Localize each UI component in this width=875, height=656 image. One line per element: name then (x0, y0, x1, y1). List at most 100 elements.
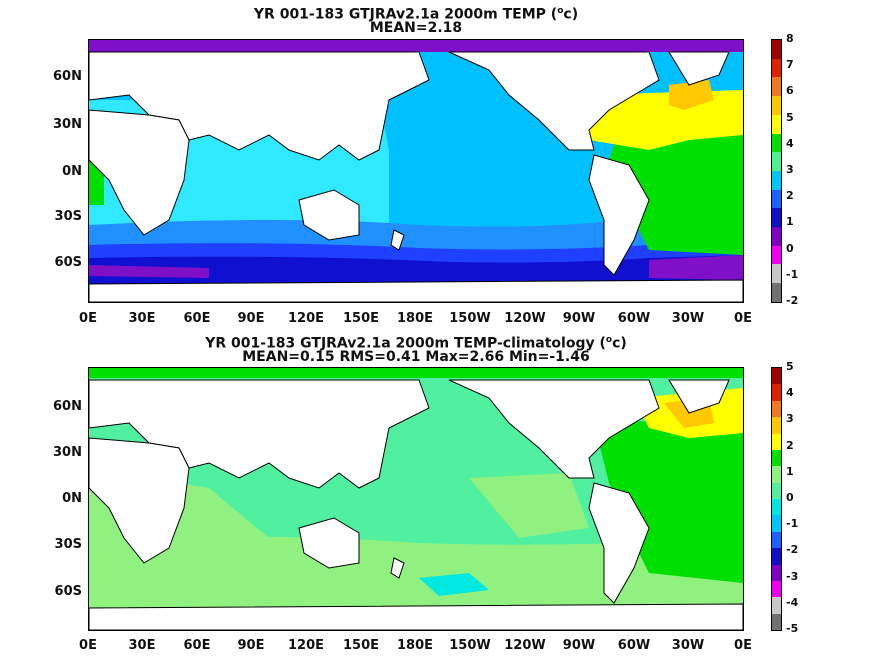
colorbar-swatch (772, 417, 781, 434)
p1-xlabel: 0E (734, 311, 752, 326)
colorbar-label: -1 (786, 267, 799, 281)
panel1-map (88, 39, 744, 303)
panel2-stats: MEAN=0.15 RMS=0.41 Max=2.66 Min=-1.46 (242, 349, 590, 365)
p2-xlabel: 0E (79, 638, 97, 653)
p2-atlantic (594, 418, 743, 583)
p1-arctic-purple (89, 40, 743, 52)
p1-atlantic-orange (669, 80, 714, 110)
p1-ylabel-30n: 30N (53, 117, 82, 132)
panel2-map (88, 367, 744, 631)
p1-land-north-america (448, 51, 660, 151)
colorbar-swatch (772, 77, 781, 97)
p2-xlabel: 150E (342, 638, 380, 653)
colorbar-label: 2 (786, 438, 794, 452)
colorbar-label: -3 (786, 569, 799, 583)
colorbar-label: -2 (786, 294, 799, 307)
p2-light-south (89, 536, 743, 608)
panel2-map-canvas (89, 368, 743, 630)
colorbar-swatch (772, 564, 781, 581)
p2-land-antarctica (89, 603, 743, 630)
p2-xlabel: 60W (617, 638, 651, 653)
colorbar-swatch (772, 40, 781, 59)
p2-ylabel-0n: 0N (62, 491, 82, 506)
p1-xlabel: 180E (396, 311, 434, 326)
colorbar-swatch (772, 368, 781, 385)
colorbar-label: 1 (786, 215, 794, 229)
p1-xlabel: 150E (342, 311, 380, 326)
colorbar-swatch (772, 499, 781, 516)
colorbar-label: 3 (786, 163, 794, 176)
p1-land-greenland (668, 51, 730, 86)
p2-colorbar (771, 367, 782, 631)
p2-land-australia (298, 517, 360, 569)
colorbar-label: -5 (786, 622, 799, 635)
colorbar-label: 0 (786, 491, 794, 504)
p2-xlabel: 30W (671, 638, 705, 653)
colorbar-label: 2 (786, 189, 794, 203)
p2-cyan-patch (419, 573, 489, 596)
colorbar-swatch (772, 433, 781, 450)
p1-xlabel: 90E (237, 311, 265, 326)
panel1-title-tail: c) (563, 6, 579, 23)
colorbar-label: -1 (786, 517, 799, 531)
p1-xlabel: 150W (449, 311, 491, 326)
p2-ylabel-30n: 30N (53, 445, 82, 460)
p2-xlabel: 0E (734, 638, 752, 653)
colorbar-swatch (772, 449, 781, 467)
p2-xlabel: 30E (128, 638, 156, 653)
colorbar-label: 5 (786, 360, 794, 373)
p2-land-africa (89, 437, 190, 564)
p1-xlabel: 120E (287, 311, 325, 326)
colorbar-swatch (772, 283, 781, 302)
colorbar-swatch (772, 384, 781, 401)
p1-ross-purple (89, 265, 209, 278)
p2-land-greenland (668, 379, 730, 414)
colorbar-swatch (772, 245, 781, 265)
p1-land-nz (390, 229, 405, 251)
colorbar-swatch (772, 515, 781, 532)
colorbar-swatch (772, 264, 781, 284)
p1-xlabel: 30W (671, 311, 705, 326)
colorbar-swatch (772, 482, 781, 499)
p2-land-eurasia (89, 379, 430, 489)
colorbar-label: 3 (786, 412, 794, 426)
p2-arctic-green (89, 368, 743, 378)
p1-land-antarctica (89, 279, 743, 302)
p1-ylabel-60n: 60N (53, 69, 82, 84)
p2-xlabel: 150W (449, 638, 491, 653)
p1-land (89, 51, 743, 302)
p2-xlabel: 90E (237, 638, 265, 653)
colorbar-swatch (772, 227, 781, 246)
colorbar-swatch (772, 400, 781, 418)
p2-light-pacific (469, 473, 589, 538)
p2-land (89, 379, 743, 630)
p2-xlabel: 120E (287, 638, 325, 653)
p1-ylabel-30s: 30S (54, 209, 82, 224)
colorbar-swatch (772, 580, 781, 598)
colorbar-label: 0 (786, 241, 794, 255)
panel1-map-canvas (89, 40, 743, 302)
colorbar-swatch (772, 466, 781, 483)
panel2-title: YR 001-183 GTJRAv2.1a 2000m TEMP-climato… (88, 332, 744, 352)
p1-ylabel-60s: 60S (54, 255, 82, 270)
colorbar-label: -4 (786, 595, 799, 609)
p2-xlabel: 120W (504, 638, 546, 653)
panel2-title-text: YR 001-183 GTJRAv2.1a 2000m TEMP-climato… (205, 335, 606, 352)
p2-xlabel: 90W (562, 638, 596, 653)
panel1-title-text: YR 001-183 GTJRAv2.1a 2000m TEMP ( (253, 6, 558, 23)
p1-atlantic-yellow (589, 90, 743, 150)
colorbar-swatch (772, 58, 781, 78)
p2-land-south-america (588, 482, 650, 604)
colorbar-label: 7 (786, 58, 794, 72)
colorbar-swatch (772, 548, 781, 565)
p1-xlabel: 60W (617, 311, 651, 326)
colorbar-swatch (772, 189, 781, 209)
p2-ylabel-60s: 60S (54, 584, 82, 599)
p1-xlabel: 60E (183, 311, 211, 326)
colorbar-swatch (772, 133, 781, 153)
colorbar-label: 1 (786, 464, 794, 478)
colorbar-swatch (772, 152, 781, 171)
colorbar-swatch (772, 114, 781, 134)
colorbar-swatch (772, 170, 781, 190)
colorbar-label: -2 (786, 543, 799, 557)
